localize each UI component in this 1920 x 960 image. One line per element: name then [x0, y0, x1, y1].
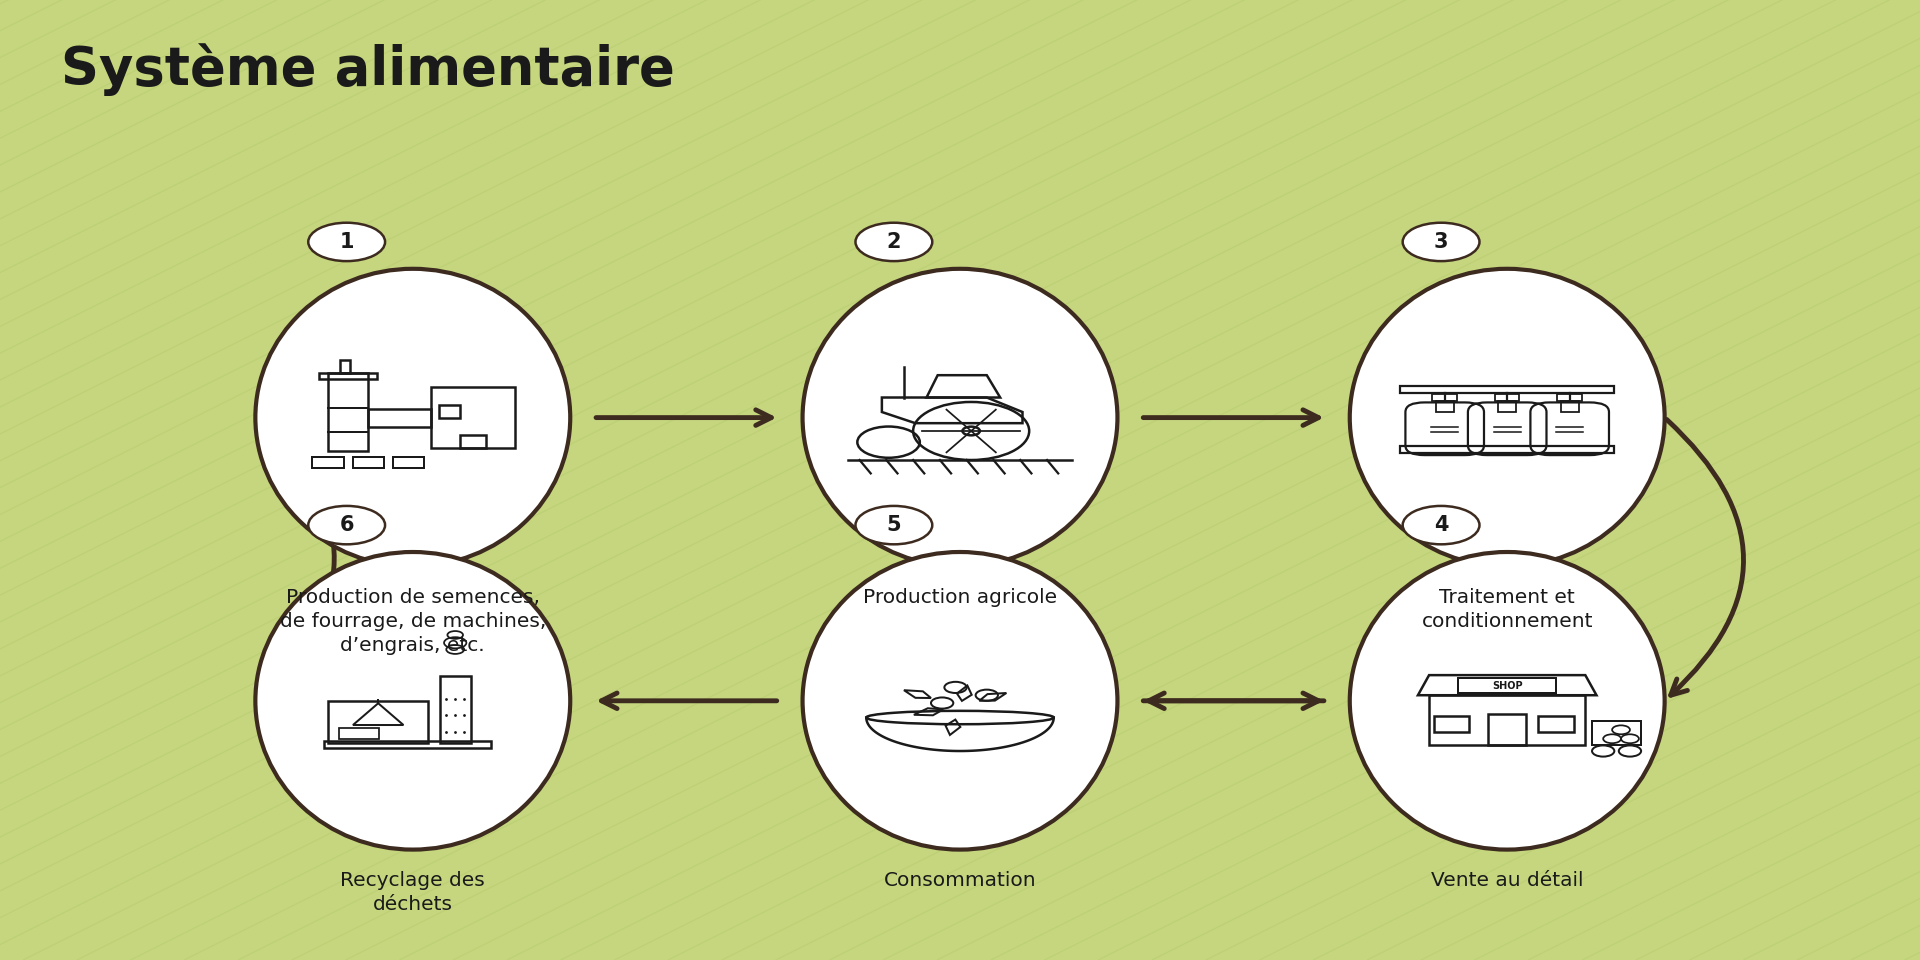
- Text: Recyclage des
déchets: Recyclage des déchets: [340, 871, 486, 914]
- Text: 5: 5: [887, 516, 900, 535]
- Ellipse shape: [803, 552, 1117, 850]
- Bar: [430, 387, 515, 448]
- Ellipse shape: [803, 269, 1117, 566]
- Circle shape: [856, 223, 933, 261]
- Text: 1: 1: [340, 232, 353, 252]
- Text: Production de semences,
de fourrage, de machines,
d’engrais, etc.: Production de semences, de fourrage, de …: [280, 588, 545, 655]
- FancyArrowPatch shape: [1667, 420, 1743, 695]
- Circle shape: [1404, 223, 1480, 261]
- Bar: [1561, 401, 1578, 412]
- Ellipse shape: [255, 552, 570, 850]
- Text: Consommation: Consommation: [883, 871, 1037, 890]
- Text: SHOP: SHOP: [1492, 681, 1523, 691]
- Ellipse shape: [255, 269, 570, 566]
- Text: Vente au détail: Vente au détail: [1430, 871, 1584, 890]
- Bar: [1557, 395, 1582, 401]
- FancyArrowPatch shape: [257, 423, 334, 699]
- Circle shape: [309, 506, 386, 544]
- Bar: [369, 409, 430, 426]
- Bar: [328, 701, 428, 743]
- Bar: [394, 457, 424, 468]
- Bar: [353, 457, 384, 468]
- Text: Production agricole: Production agricole: [862, 588, 1058, 607]
- Bar: [1592, 721, 1642, 745]
- Circle shape: [309, 223, 386, 261]
- Text: Système alimentaire: Système alimentaire: [61, 43, 676, 96]
- Bar: [1428, 695, 1586, 745]
- Bar: [323, 741, 492, 748]
- Circle shape: [856, 506, 933, 544]
- Text: Traitement et
conditionnement: Traitement et conditionnement: [1421, 588, 1594, 631]
- Bar: [340, 360, 349, 373]
- Ellipse shape: [1350, 269, 1665, 566]
- Bar: [1400, 445, 1615, 453]
- Bar: [1498, 401, 1517, 412]
- Bar: [440, 405, 461, 418]
- Text: 2: 2: [887, 232, 900, 252]
- Bar: [1436, 401, 1453, 412]
- Bar: [461, 435, 486, 448]
- Bar: [1496, 395, 1519, 401]
- Bar: [313, 457, 344, 468]
- Text: 6: 6: [340, 516, 353, 535]
- Circle shape: [1404, 506, 1480, 544]
- Ellipse shape: [1350, 552, 1665, 850]
- Bar: [328, 373, 369, 451]
- Text: 3: 3: [1434, 232, 1448, 252]
- Text: 4: 4: [1434, 516, 1448, 535]
- Bar: [340, 728, 380, 739]
- Bar: [1400, 386, 1615, 393]
- Bar: [1488, 714, 1526, 745]
- Bar: [1538, 716, 1574, 732]
- Bar: [1432, 395, 1457, 401]
- Bar: [440, 676, 470, 743]
- Bar: [1434, 716, 1469, 732]
- Bar: [1457, 679, 1557, 693]
- Bar: [319, 373, 376, 378]
